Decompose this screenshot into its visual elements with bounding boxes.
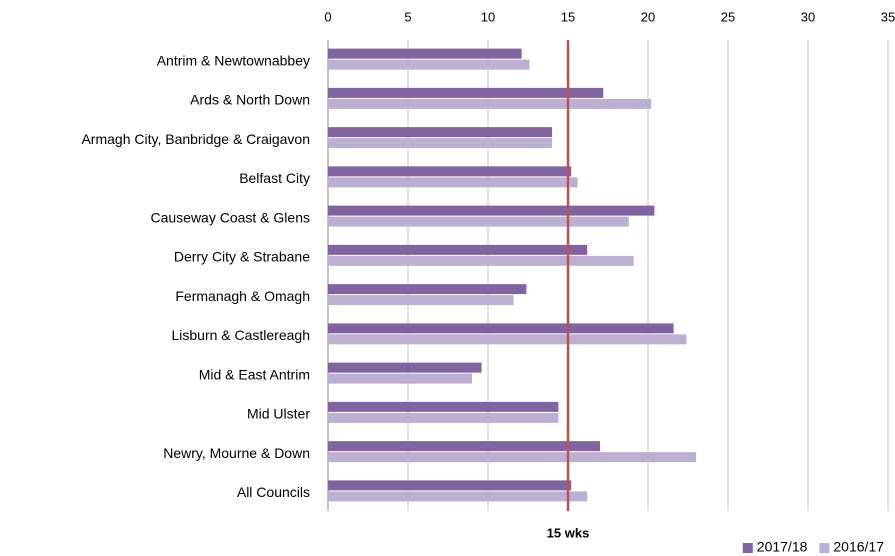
bar <box>328 166 572 177</box>
y-tick-label: Mid Ulster <box>247 406 310 422</box>
bar <box>328 491 588 502</box>
bar <box>328 295 514 306</box>
x-tick-label: 15 <box>561 9 575 24</box>
bar <box>328 48 522 59</box>
x-tick-label: 5 <box>404 9 411 24</box>
bar <box>328 87 604 98</box>
bar <box>328 216 629 227</box>
y-tick-label: Armagh City, Banbridge & Craigavon <box>81 131 310 147</box>
bar <box>328 177 578 188</box>
bar <box>328 323 674 334</box>
bar <box>328 373 472 384</box>
y-tick-label: Causeway Coast & Glens <box>150 209 310 225</box>
bar <box>328 138 552 149</box>
legend-label: 2017/18 <box>757 539 808 555</box>
bar <box>328 98 652 109</box>
y-tick-label: Antrim & Newtownabbey <box>157 52 310 68</box>
bar <box>328 401 559 412</box>
x-tick-label: 25 <box>721 9 735 24</box>
bar <box>328 441 600 452</box>
x-tick-label: 0 <box>324 9 331 24</box>
bar <box>328 480 572 491</box>
x-tick-label: 20 <box>641 9 655 24</box>
y-tick-label: Derry City & Strabane <box>174 249 310 265</box>
bar <box>328 284 527 295</box>
x-tick-label: 35 <box>881 9 895 24</box>
x-tick-label: 10 <box>481 9 495 24</box>
bar <box>328 244 588 255</box>
y-tick-label: Mid & East Antrim <box>199 366 310 382</box>
x-tick-label: 30 <box>801 9 815 24</box>
bar <box>328 127 552 138</box>
bar <box>328 334 687 345</box>
y-tick-label: Ards & North Down <box>190 92 310 108</box>
legend-swatch <box>742 543 753 553</box>
legend-label: 2016/17 <box>833 539 884 555</box>
bar <box>328 362 482 373</box>
reference-label: 15 wks <box>547 525 590 540</box>
bar <box>328 205 655 216</box>
bar <box>328 59 530 70</box>
y-tick-label: All Councils <box>237 484 310 500</box>
bar <box>328 412 559 423</box>
bar <box>328 452 696 463</box>
y-tick-label: Lisburn & Castlereagh <box>171 327 310 343</box>
y-tick-label: Fermanagh & Omagh <box>175 288 310 304</box>
y-tick-label: Newry, Mourne & Down <box>163 445 310 461</box>
bar <box>328 255 634 266</box>
legend-swatch <box>819 543 830 553</box>
y-tick-label: Belfast City <box>239 170 310 186</box>
